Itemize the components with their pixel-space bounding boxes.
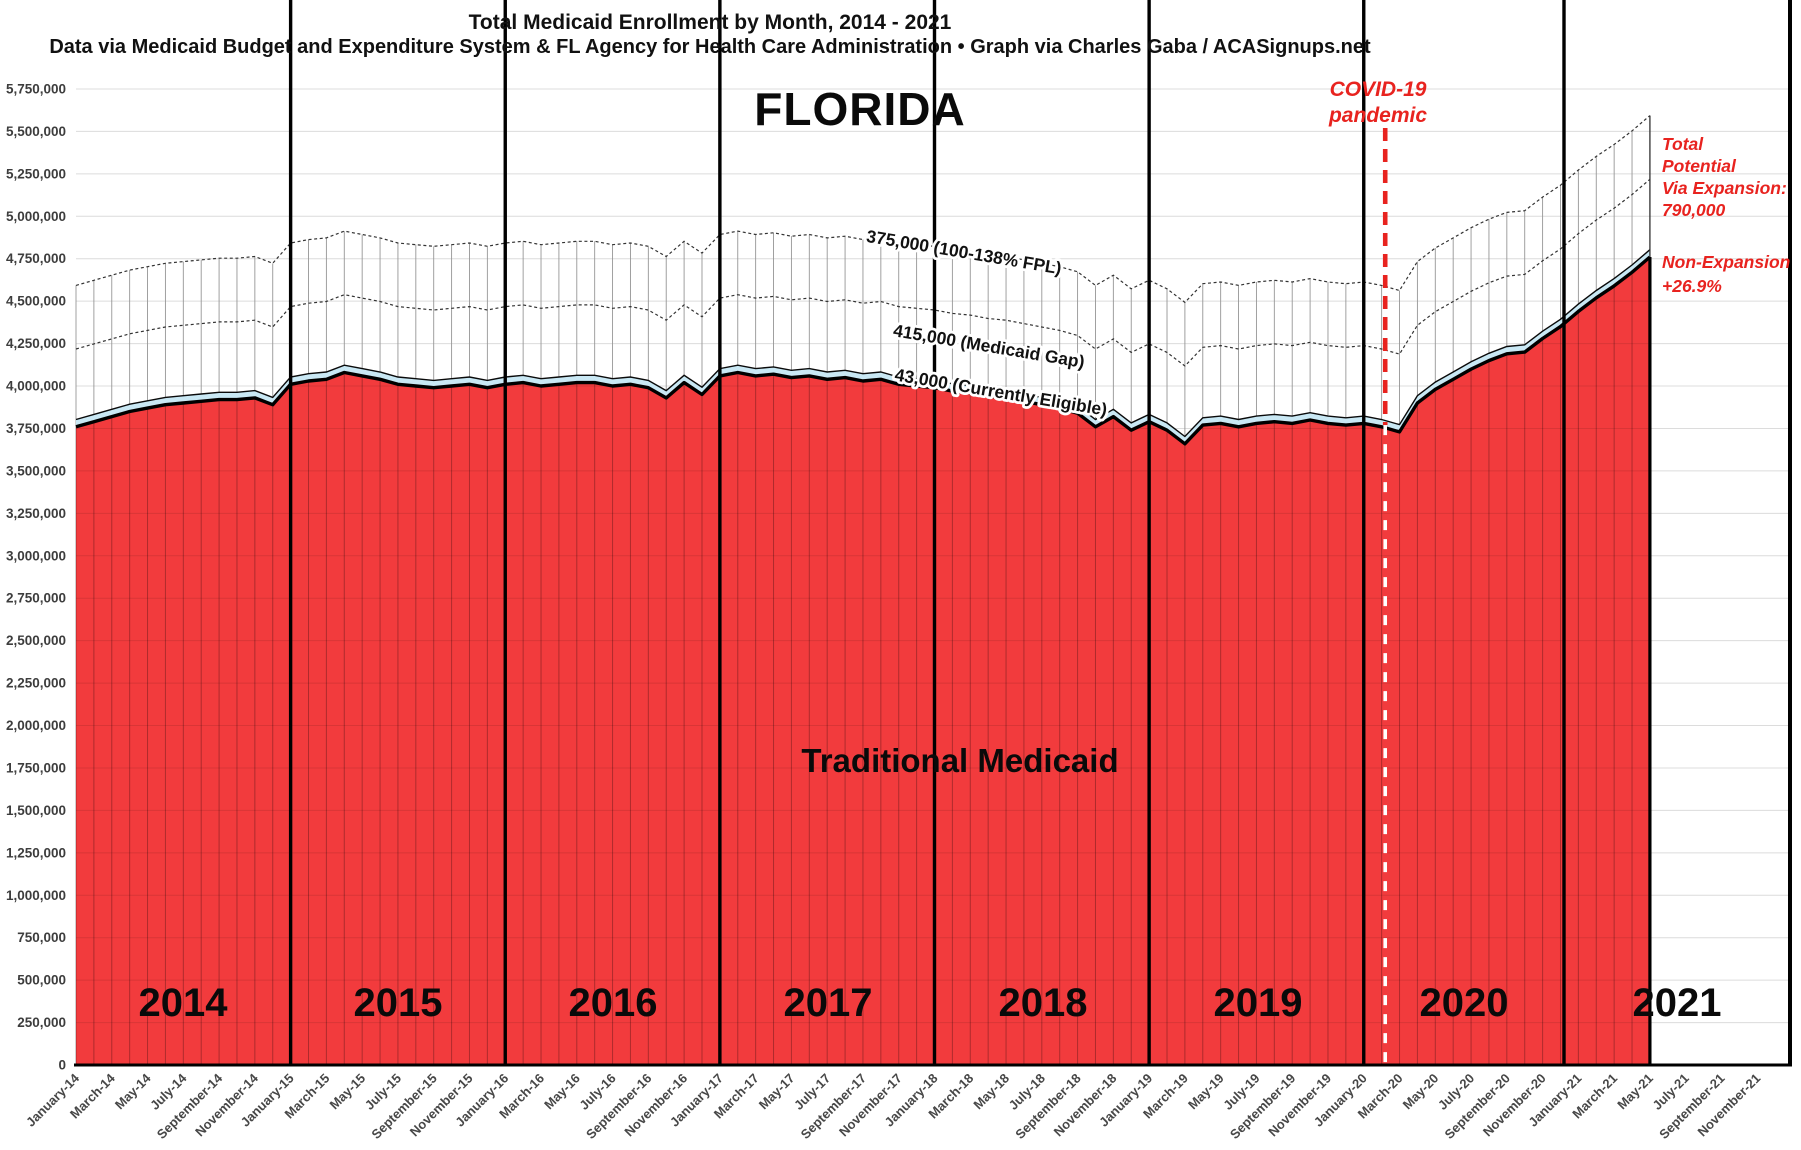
y-axis-tick-label: 0: [58, 1058, 66, 1073]
y-axis-tick-label: 3,250,000: [6, 506, 66, 521]
y-axis-tick-label: 4,000,000: [6, 379, 66, 394]
y-axis-tick-label: 4,750,000: [6, 251, 66, 266]
y-axis-tick-label: 750,000: [17, 930, 66, 945]
y-axis-tick-label: 1,000,000: [6, 888, 66, 903]
covid-annotation-text: COVID-19: [1330, 78, 1427, 101]
x-axis-tick-label: May-17: [756, 1071, 798, 1113]
traditional-medicaid-area: [76, 257, 1650, 1064]
total-potential-annotation: Total: [1662, 134, 1704, 154]
total-potential-annotation: 790,000: [1662, 200, 1726, 220]
y-axis-tick-label: 2,750,000: [6, 591, 66, 606]
y-axis-tick-label: 2,250,000: [6, 676, 66, 691]
x-axis-tick-label: May-18: [970, 1071, 1012, 1113]
y-axis-tick-label: 2,500,000: [6, 633, 66, 648]
y-axis-tick-label: 2,000,000: [6, 718, 66, 733]
x-axis-tick-label: May-14: [112, 1070, 154, 1112]
year-label: 2021: [1633, 981, 1722, 1025]
y-axis-tick-label: 5,000,000: [6, 209, 66, 224]
y-axis-tick-label: 3,750,000: [6, 421, 66, 436]
x-axis-tick-label: May-19: [1185, 1071, 1227, 1113]
y-axis-tick-label: 3,500,000: [6, 463, 66, 478]
y-axis-tick-label: 1,750,000: [6, 760, 66, 775]
y-axis-tick-label: 3,000,000: [6, 548, 66, 563]
chart-subtitle: Data via Medicaid Budget and Expenditure…: [49, 36, 1371, 58]
y-axis-tick-label: 5,750,000: [6, 82, 66, 97]
red-area-inner-lines: [76, 257, 1650, 1064]
y-axis-tick-label: 500,000: [17, 973, 66, 988]
non-expansion-annotation: +26.9%: [1662, 276, 1722, 296]
year-label: 2017: [784, 981, 873, 1025]
non-expansion-annotation: Non-Expansion: [1662, 252, 1790, 272]
fpl-band-label: 375,000 (100-138% FPL): [865, 226, 1063, 278]
total-potential-annotation: Potential: [1662, 156, 1737, 176]
year-label: 2014: [139, 981, 229, 1025]
total-potential-annotation: Via Expansion:: [1662, 178, 1787, 198]
covid-annotation-text: pandemic: [1328, 104, 1427, 127]
state-label: FLORIDA: [754, 83, 965, 135]
medicaid-gap-band-label: 415,000 (Medicaid Gap): [892, 320, 1086, 372]
year-label: 2018: [999, 981, 1088, 1025]
x-axis-tick-label: November-21: [1694, 1071, 1763, 1140]
y-axis-tick-label: 4,500,000: [6, 294, 66, 309]
x-axis-tick-label: May-21: [1614, 1071, 1656, 1113]
x-axis-tick-label: May-15: [327, 1071, 369, 1113]
year-label: 2015: [354, 981, 443, 1025]
year-label: 2016: [569, 981, 658, 1025]
y-axis-tick-label: 250,000: [17, 1015, 66, 1030]
traditional-medicaid-label: Traditional Medicaid: [801, 742, 1118, 779]
x-axis-tick-label: May-20: [1400, 1071, 1442, 1113]
fpl-dashed-line: [75, 115, 1651, 304]
y-axis-tick-label: 5,250,000: [6, 166, 66, 181]
chart-title: Total Medicaid Enrollment by Month, 2014…: [469, 11, 952, 34]
eligible-band-top-line: [75, 249, 1651, 438]
year-label: 2019: [1214, 981, 1303, 1025]
year-label: 2020: [1420, 981, 1509, 1025]
medicaid-gap-dashed-line: [75, 178, 1651, 367]
x-axis-tick-label: May-16: [541, 1071, 583, 1113]
y-axis-tick-label: 1,250,000: [6, 845, 66, 860]
x-axis-tick-label: January-14: [23, 1070, 83, 1130]
y-axis-tick-label: 1,500,000: [6, 803, 66, 818]
y-axis-tick-label: 4,250,000: [6, 336, 66, 351]
y-axis-tick-label: 5,500,000: [6, 124, 66, 139]
traditional-medicaid-top-line: [75, 255, 1652, 446]
